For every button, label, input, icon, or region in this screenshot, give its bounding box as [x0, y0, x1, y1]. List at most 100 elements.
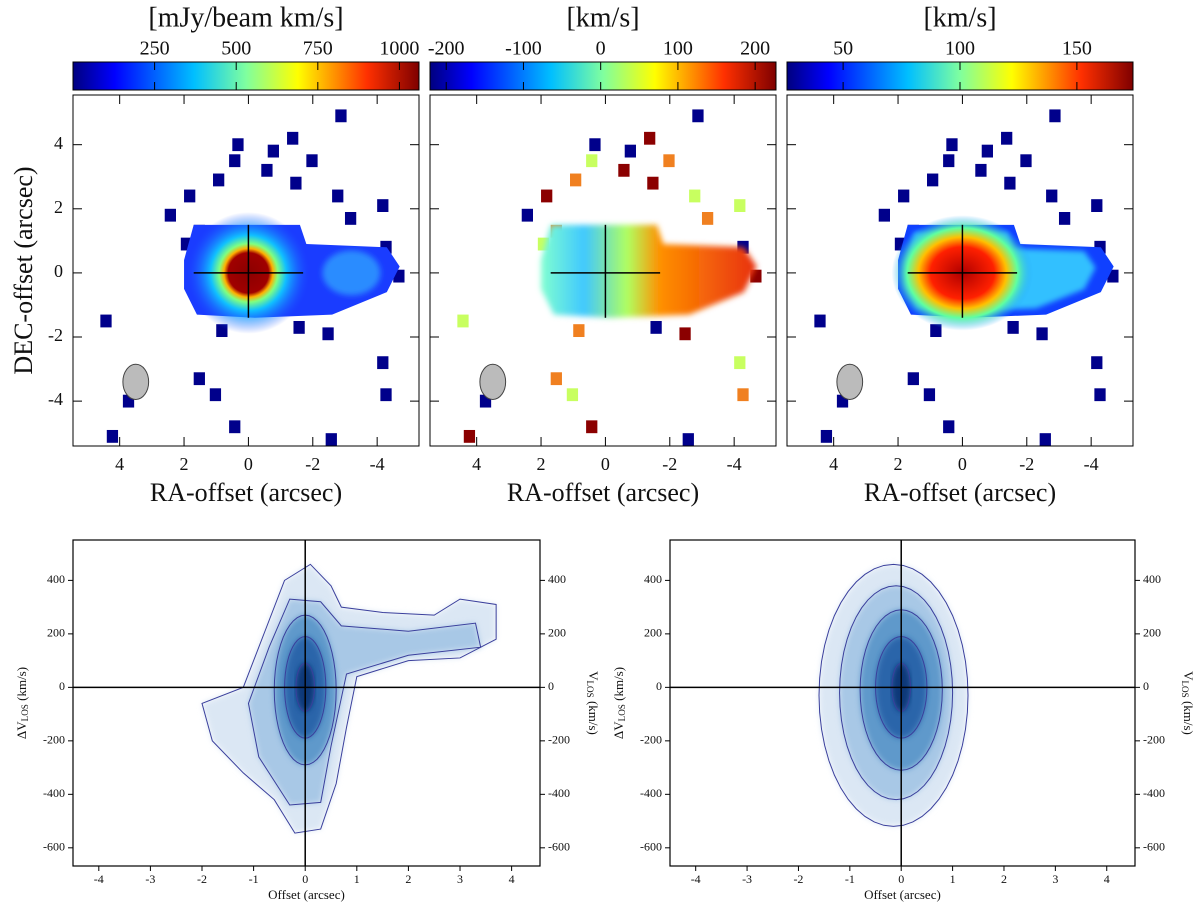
- y2-tick-label: -400: [1143, 786, 1165, 800]
- x-axis-label: RA-offset (arcsec): [864, 478, 1056, 507]
- y-tick-label: 0: [59, 679, 65, 693]
- x-axis-label: Offset (arcsec): [268, 887, 345, 902]
- x-axis-label: RA-offset (arcsec): [507, 478, 699, 507]
- y2-tick-label: -400: [548, 786, 570, 800]
- pixel: [1004, 176, 1016, 190]
- pixel: [689, 189, 701, 203]
- y-tick-label: -200: [640, 733, 662, 747]
- label-part: (km/s): [14, 667, 29, 704]
- colorbar-tick-label: 250: [140, 38, 170, 60]
- x-tick-label: 4: [115, 454, 124, 474]
- colorbar-tick-label: -200: [428, 38, 465, 60]
- pixel: [1107, 269, 1119, 283]
- pixel: [377, 199, 389, 212]
- colorbar-tick-label: -100: [505, 38, 542, 60]
- pixel: [344, 212, 357, 225]
- pixel: [586, 154, 598, 168]
- beam: [122, 363, 150, 401]
- pv-panel: -4 -3 -2 -1 0 1 2 3 4 -600 -400 -200 0 200 400 -600 -400…: [14, 539, 601, 902]
- pv-image: [73, 540, 540, 866]
- y-tick-label: -4: [48, 389, 63, 409]
- y-tick-label: -2: [48, 325, 63, 345]
- x-tick-label: 4: [829, 454, 838, 474]
- pixel: [1058, 212, 1071, 225]
- pixel: [106, 429, 119, 443]
- pixel: [586, 420, 598, 434]
- x-tick-label: -4: [1084, 454, 1099, 474]
- pixel: [193, 372, 205, 386]
- colorbar-label: [km/s]: [566, 2, 639, 33]
- y-tick-label: -600: [640, 840, 662, 854]
- frame: [786, 94, 1134, 447]
- x-tick-label: -4: [691, 872, 701, 886]
- pixel: [946, 138, 958, 152]
- pv-contour: [818, 563, 969, 827]
- axis-label: VLOS (km/s): [1180, 671, 1196, 735]
- pixel: [521, 208, 533, 222]
- pv-image: [670, 540, 1135, 866]
- y-tick-label: 0: [54, 261, 63, 281]
- pixel: [232, 138, 244, 152]
- x-axis-label: Offset (arcsec): [864, 887, 941, 902]
- pixel: [1091, 199, 1103, 212]
- pixel: [750, 269, 762, 283]
- label-part: V: [586, 671, 601, 681]
- pixel: [898, 189, 910, 203]
- x-tick-label: 2: [180, 454, 189, 474]
- pixel: [100, 314, 112, 328]
- y-tick-label: -200: [43, 733, 65, 747]
- colorbar-label: [mJy/beam km/s]: [148, 2, 343, 33]
- y2-tick-label: 0: [548, 679, 554, 693]
- pixel: [692, 109, 704, 123]
- x-tick-label: 4: [472, 454, 481, 474]
- label-sub: LOS: [617, 704, 627, 721]
- emission-halo: [322, 250, 381, 296]
- pixel: [122, 394, 135, 408]
- pv-contour: [201, 563, 497, 834]
- pixel: [184, 189, 196, 203]
- pixel: [927, 173, 939, 187]
- axis-label: ΔVLOS (km/s): [611, 667, 627, 739]
- pixel: [566, 388, 579, 402]
- y-tick-label: 200: [644, 626, 662, 640]
- x-axis-label: RA-offset (arcsec): [150, 478, 342, 507]
- frame: [669, 539, 1136, 867]
- pixel: [537, 237, 550, 251]
- pixel: [209, 388, 222, 402]
- pixel: [701, 212, 714, 225]
- pixel: [923, 388, 936, 402]
- pixel: [216, 324, 228, 338]
- frame: [429, 94, 777, 447]
- pixel: [380, 388, 392, 402]
- x-tick-label: -4: [727, 454, 742, 474]
- y-axis-label: DEC-offset (arcsec): [9, 166, 38, 374]
- colorbar-tick-label: 0: [596, 38, 606, 60]
- pixel: [878, 208, 890, 222]
- colorbar-tick-label: 50: [833, 38, 853, 60]
- pixel: [1001, 131, 1013, 145]
- pixel: [479, 394, 492, 408]
- pv-contour: [273, 614, 337, 766]
- x-tick-label: -3: [742, 872, 752, 886]
- pixel: [734, 356, 746, 370]
- pixel: [734, 199, 746, 212]
- pixel: [1091, 356, 1103, 370]
- y-tick-label: 4: [54, 133, 63, 153]
- x-tick-label: 4: [1104, 872, 1110, 886]
- pixel: [1007, 320, 1019, 334]
- pixel: [550, 372, 562, 386]
- colorbar-tick-label: 1000: [379, 38, 419, 60]
- pixel: [650, 320, 662, 334]
- y2-tick-label: -200: [1143, 733, 1165, 747]
- x-tick-label: 3: [457, 872, 463, 886]
- x-tick-label: -4: [94, 872, 104, 886]
- colorbar: [429, 61, 777, 91]
- pixel: [573, 324, 585, 338]
- pixel: [624, 144, 636, 158]
- pixel: [541, 189, 553, 203]
- colorbar-label: [km/s]: [923, 2, 996, 33]
- label-part: (km/s): [586, 698, 601, 735]
- pixel: [287, 131, 299, 145]
- x-tick-label: 2: [1001, 872, 1007, 886]
